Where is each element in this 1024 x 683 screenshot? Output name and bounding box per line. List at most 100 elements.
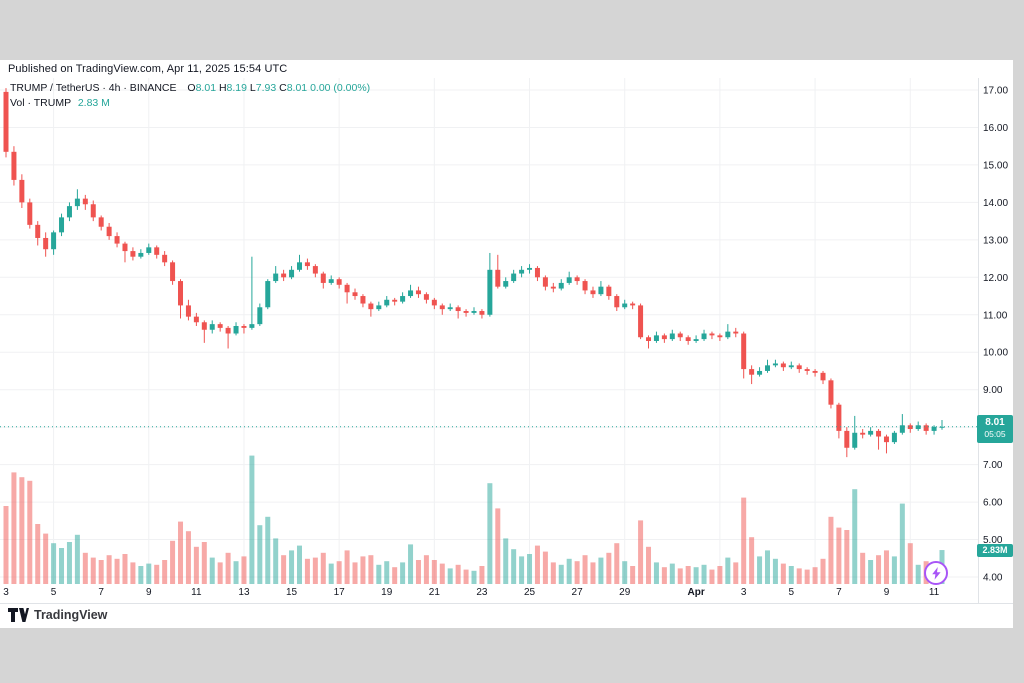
price-axis-label: 16.00 <box>983 123 1008 134</box>
candle-body <box>939 426 945 428</box>
candle-body <box>154 247 160 255</box>
candle-body <box>336 279 342 285</box>
time-axis-label: 9 <box>884 587 890 598</box>
volume-bar <box>764 550 770 584</box>
volume-bar <box>868 560 874 584</box>
time-axis-label: 17 <box>334 587 346 598</box>
volume-bar <box>860 552 866 584</box>
candle-body <box>804 369 810 371</box>
candle-body <box>66 206 72 218</box>
volume-bar <box>170 540 176 584</box>
volume-bar <box>11 472 17 584</box>
time-axis-label: 9 <box>146 587 152 598</box>
candle-body <box>447 307 453 310</box>
time-axis-label: 7 <box>836 587 842 598</box>
volume-bar <box>201 542 207 584</box>
volume-bar <box>241 556 247 584</box>
time-axis-label: Apr <box>687 587 704 598</box>
candle-body <box>384 299 390 306</box>
volume-bar <box>43 533 49 584</box>
volume-bar <box>844 530 850 584</box>
chart-legend: TRUMP / TetherUS · 4h · BINANCE O8.01 H8… <box>10 81 370 111</box>
candle-body <box>685 337 691 341</box>
candle-body <box>796 365 802 370</box>
tradingview-attribution[interactable]: TradingView <box>8 608 107 622</box>
volume-bar <box>376 564 382 584</box>
price-axis-label: 11.00 <box>983 310 1008 321</box>
legend-volume-label: Vol · TRUMP <box>10 97 71 109</box>
candle-body <box>701 333 707 340</box>
volume-bar <box>193 546 199 584</box>
candle-body <box>304 262 310 267</box>
time-axis-label: 15 <box>286 587 298 598</box>
candle-body <box>106 226 112 237</box>
candle-body <box>360 296 366 304</box>
volume-bar <box>439 563 445 584</box>
volume-bar <box>566 558 572 584</box>
candle-body <box>233 326 239 334</box>
volume-bar <box>463 569 469 584</box>
candle-body <box>273 273 279 282</box>
volume-bar <box>804 569 810 584</box>
candle-body <box>471 311 477 313</box>
candle-body <box>27 202 33 225</box>
volume-bar <box>796 568 802 584</box>
candle-body <box>352 292 358 297</box>
flash-events-button[interactable] <box>924 561 948 585</box>
price-chart[interactable]: 17.00 16.00 15.00 14.00 13.00 12.00 11.00 10.00… <box>0 60 1013 628</box>
candle-body <box>622 303 628 308</box>
volume-bar <box>693 567 699 584</box>
volume-bar <box>471 570 477 584</box>
candle-body <box>289 269 295 278</box>
volume-bar <box>550 562 556 584</box>
candle-body <box>527 267 533 270</box>
candle-body <box>717 335 723 338</box>
volume-bar <box>265 516 271 584</box>
time-axis[interactable]: 3 5 7 9 11 13 15 17 19 21 23 25 27 29 Apr 3 5 7 9 11 <box>3 587 939 598</box>
volume-bar <box>876 555 882 584</box>
volume-bar <box>74 534 80 584</box>
volume-bar <box>717 566 723 584</box>
volume-bar <box>257 525 263 584</box>
candle-body <box>439 305 445 310</box>
candle-body <box>3 91 9 152</box>
volume-bar <box>106 555 112 584</box>
volume-bar <box>82 552 88 584</box>
volume-bar <box>883 550 889 584</box>
candle-body <box>225 327 231 334</box>
volume-bar <box>408 544 414 584</box>
candle-body <box>59 217 65 233</box>
candle-body <box>733 331 739 334</box>
volume-bar <box>669 563 675 584</box>
volume-bar <box>19 477 25 584</box>
candle-body <box>812 370 818 373</box>
time-axis-label: 11 <box>191 587 202 598</box>
candle-body <box>550 286 556 289</box>
candle-body <box>852 432 858 448</box>
volume-bar <box>59 548 65 584</box>
volume-bar <box>907 543 913 584</box>
volume-bar <box>836 527 842 584</box>
candle-body <box>582 281 588 291</box>
volume-bar <box>614 543 620 584</box>
price-axis[interactable]: 17.00 16.00 15.00 14.00 13.00 12.00 11.00 10.00… <box>983 86 1008 584</box>
volume-bar <box>661 567 667 584</box>
volume-bar <box>27 480 33 584</box>
volume-bar <box>455 564 461 584</box>
candle-body <box>725 331 731 338</box>
volume-bars <box>3 455 945 584</box>
candle-body <box>638 305 644 338</box>
volume-bar <box>582 555 588 584</box>
volume-bar <box>209 557 215 584</box>
volume-bar <box>899 503 905 584</box>
candle-body <box>455 307 461 312</box>
volume-bar <box>98 560 104 584</box>
lightning-icon <box>931 566 941 580</box>
volume-bar <box>281 555 287 584</box>
candle-body <box>408 290 414 297</box>
candle-body <box>368 303 374 310</box>
candle-body <box>162 254 168 263</box>
candle-body <box>98 217 104 227</box>
candle-body <box>899 425 905 433</box>
candle-body <box>503 281 509 287</box>
